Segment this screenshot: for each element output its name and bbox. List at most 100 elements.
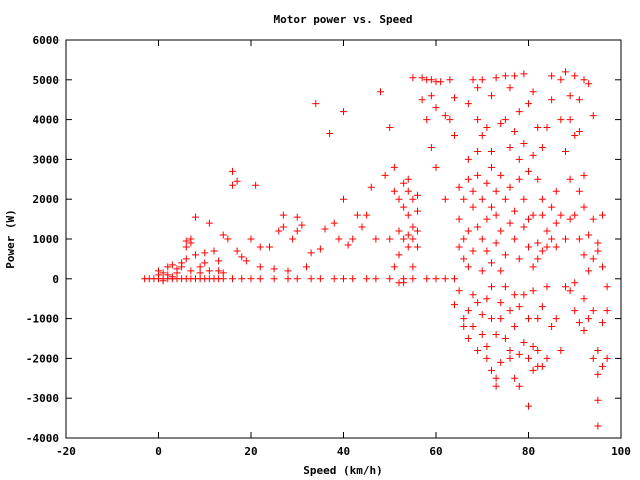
data-point <box>543 124 551 132</box>
data-point <box>548 323 556 331</box>
data-point <box>501 283 509 291</box>
data-point <box>538 143 546 151</box>
data-point <box>451 275 458 283</box>
data-point <box>492 187 500 195</box>
data-point <box>219 269 227 277</box>
data-point <box>469 291 477 299</box>
data-point <box>488 92 495 100</box>
data-point <box>520 70 528 78</box>
data-point <box>534 346 542 354</box>
data-point <box>506 354 514 362</box>
data-point <box>330 275 338 283</box>
y-axis-label: Power (W) <box>4 209 17 269</box>
data-point <box>178 263 186 271</box>
data-point <box>515 155 523 163</box>
x-tick-label: 80 <box>522 445 535 458</box>
data-point <box>210 247 218 255</box>
data-point <box>520 223 528 231</box>
data-point <box>538 247 546 255</box>
data-point <box>353 211 361 219</box>
data-point <box>580 171 588 179</box>
data-point <box>446 76 454 84</box>
data-point <box>511 207 519 215</box>
x-tick-label: 40 <box>337 445 350 458</box>
data-point <box>464 155 472 163</box>
data-point <box>515 382 523 390</box>
data-point <box>580 76 588 84</box>
data-point <box>386 235 394 243</box>
data-point <box>460 255 468 263</box>
data-point <box>344 241 352 249</box>
data-point <box>233 177 241 185</box>
y-tick-label: 4000 <box>33 114 60 127</box>
data-point <box>594 370 602 378</box>
data-point <box>488 203 495 211</box>
data-point <box>501 72 509 80</box>
data-point <box>460 235 468 243</box>
y-tick-label: 3000 <box>33 153 60 166</box>
data-point <box>321 225 329 233</box>
data-point <box>603 307 611 315</box>
data-point <box>492 211 500 219</box>
data-point <box>497 227 505 235</box>
data-point <box>575 235 583 243</box>
data-point <box>478 76 486 84</box>
data-point <box>229 167 236 175</box>
data-point <box>474 171 482 179</box>
data-point <box>488 315 495 323</box>
data-point <box>548 72 556 80</box>
data-point <box>469 203 477 211</box>
data-point <box>340 195 347 203</box>
data-point <box>525 100 532 108</box>
data-point <box>247 235 255 243</box>
data-point <box>511 128 519 136</box>
data-point <box>390 163 398 171</box>
data-point <box>293 275 301 283</box>
data-point <box>571 72 579 80</box>
data-point <box>182 237 190 245</box>
data-point <box>386 275 394 283</box>
data-point <box>497 315 505 323</box>
y-tick-label: -4000 <box>26 432 59 445</box>
data-point <box>571 279 579 287</box>
data-point <box>414 207 421 215</box>
data-point <box>548 96 556 104</box>
y-tick-label: 0 <box>52 273 59 286</box>
data-point <box>404 243 412 251</box>
data-point <box>525 215 532 223</box>
data-point <box>316 245 324 253</box>
data-point <box>580 203 588 211</box>
data-point <box>247 275 255 283</box>
data-point <box>293 227 301 235</box>
data-point <box>469 76 477 84</box>
data-point <box>400 179 408 187</box>
data-point <box>538 303 546 311</box>
data-point <box>326 130 334 138</box>
data-point <box>201 259 209 267</box>
data-point <box>483 215 491 223</box>
data-points <box>141 68 611 430</box>
data-point <box>164 263 172 271</box>
data-point <box>159 277 167 285</box>
data-point <box>515 108 523 116</box>
data-point <box>390 187 398 195</box>
data-point <box>441 195 449 203</box>
data-point <box>187 235 195 243</box>
chart-title: Motor power vs. Speed <box>273 13 412 26</box>
data-point <box>594 422 602 430</box>
data-point <box>492 374 500 382</box>
data-point <box>270 265 278 273</box>
data-point <box>400 203 408 211</box>
data-point <box>594 346 602 354</box>
data-point <box>201 249 209 257</box>
data-point <box>372 275 380 283</box>
data-point <box>483 247 491 255</box>
data-point <box>363 211 371 219</box>
data-point <box>349 235 357 243</box>
data-point <box>409 74 417 82</box>
data-point <box>580 251 588 259</box>
data-point <box>358 223 366 231</box>
data-point <box>557 116 565 124</box>
data-point <box>534 239 542 247</box>
